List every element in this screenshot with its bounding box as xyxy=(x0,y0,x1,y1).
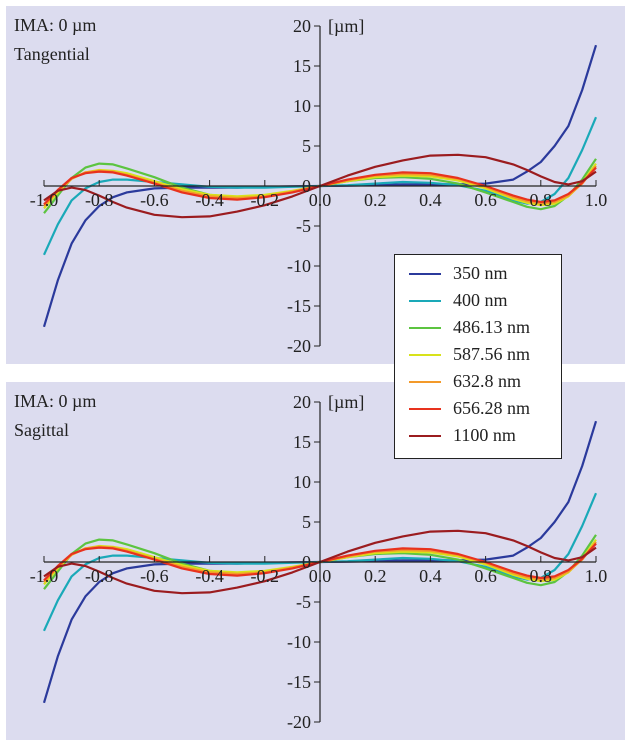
legend-swatch xyxy=(409,300,441,302)
y-tick-label: -5 xyxy=(296,216,311,236)
x-tick-label: 0.8 xyxy=(530,566,553,586)
y-tick-label: -15 xyxy=(287,296,311,316)
x-tick-label: -0.4 xyxy=(195,566,224,586)
y-tick-label: 15 xyxy=(293,56,311,76)
x-tick-label: -1.0 xyxy=(30,190,59,210)
y-tick-label: 5 xyxy=(302,512,311,532)
legend-swatch xyxy=(409,381,441,383)
chart-title-line1: IMA: 0 µm xyxy=(14,15,97,35)
chart-panel-tangential: -1.0 -0.8 -0.6 -0.4 -0.2 0.0 0.2 0.4 0.6 0.8 1.0 20… xyxy=(6,6,625,364)
legend-label: 656.28 nm xyxy=(453,398,531,418)
y-tick-label: -5 xyxy=(296,592,311,612)
legend: 350 nm 400 nm 486.13 nm 587.56 nm 632.8 … xyxy=(394,254,562,459)
x-tick-label: -0.8 xyxy=(85,190,114,210)
x-tick-label: 0.0 xyxy=(309,190,332,210)
legend-item: 486.13 nm xyxy=(395,315,561,341)
y-tick-label: 0 xyxy=(302,552,311,572)
y-tick-label: -20 xyxy=(287,712,311,732)
x-tick-label: -0.2 xyxy=(251,190,280,210)
x-tick-label: 1.0 xyxy=(585,190,608,210)
y-unit-label: [µm] xyxy=(328,392,364,412)
legend-swatch xyxy=(409,327,441,329)
x-tick-label: 1.0 xyxy=(585,566,608,586)
legend-swatch xyxy=(409,435,441,437)
y-unit-label: [µm] xyxy=(328,16,364,36)
legend-item: 350 nm xyxy=(395,261,561,287)
y-tick-label: 10 xyxy=(293,472,311,492)
x-tick-label: -0.6 xyxy=(140,566,169,586)
y-tick-label: -10 xyxy=(287,632,311,652)
x-tick-label: 0.6 xyxy=(474,566,497,586)
x-tick-label: 0.2 xyxy=(364,190,387,210)
y-tick-label: 10 xyxy=(293,96,311,116)
chart-svg-tangential: -1.0 -0.8 -0.6 -0.4 -0.2 0.0 0.2 0.4 0.6 0.8 1.0 20… xyxy=(30,16,608,356)
x-tick-label: 0.0 xyxy=(309,566,332,586)
legend-label: 486.13 nm xyxy=(453,317,531,337)
x-tick-label: -0.6 xyxy=(140,190,169,210)
y-tick-label: 20 xyxy=(293,16,311,36)
x-tick-label: 0.6 xyxy=(474,190,497,210)
legend-swatch xyxy=(409,354,441,356)
chart-title-line1: IMA: 0 µm xyxy=(14,391,97,411)
legend-item: 1100 nm xyxy=(395,423,561,449)
y-tick-label: 5 xyxy=(302,136,311,156)
y-tick-label: -20 xyxy=(287,336,311,356)
legend-item: 587.56 nm xyxy=(395,342,561,368)
legend-label: 350 nm xyxy=(453,263,508,283)
x-tick-label: -0.8 xyxy=(85,566,114,586)
x-tick-label: 0.8 xyxy=(530,190,553,210)
chart-title-line2: Tangential xyxy=(14,44,90,64)
legend-swatch xyxy=(409,408,441,410)
x-tick-label: -1.0 xyxy=(30,566,59,586)
x-tick-label: 0.4 xyxy=(419,190,442,210)
legend-label: 632.8 nm xyxy=(453,371,522,391)
x-tick-label: -0.2 xyxy=(251,566,280,586)
y-tick-label: 20 xyxy=(293,392,311,412)
legend-label: 587.56 nm xyxy=(453,344,531,364)
x-tick-label: 0.4 xyxy=(419,566,442,586)
x-tick-label: 0.2 xyxy=(364,566,387,586)
x-tick-label: -0.4 xyxy=(195,190,224,210)
y-tick-label: 0 xyxy=(302,176,311,196)
y-tick-label: -10 xyxy=(287,256,311,276)
legend-swatch xyxy=(409,273,441,275)
y-tick-label: -15 xyxy=(287,672,311,692)
y-tick-label: 15 xyxy=(293,432,311,452)
legend-item: 632.8 nm xyxy=(395,369,561,395)
legend-label: 400 nm xyxy=(453,290,508,310)
legend-item: 400 nm xyxy=(395,288,561,314)
legend-item: 656.28 nm xyxy=(395,396,561,422)
chart-title-line2: Sagittal xyxy=(14,420,69,440)
chart-svg-sagittal: -1.0 -0.8 -0.6 -0.4 -0.2 0.0 0.2 0.4 0.6 0.8 1.0 20… xyxy=(30,392,608,732)
legend-label: 1100 nm xyxy=(453,425,516,445)
